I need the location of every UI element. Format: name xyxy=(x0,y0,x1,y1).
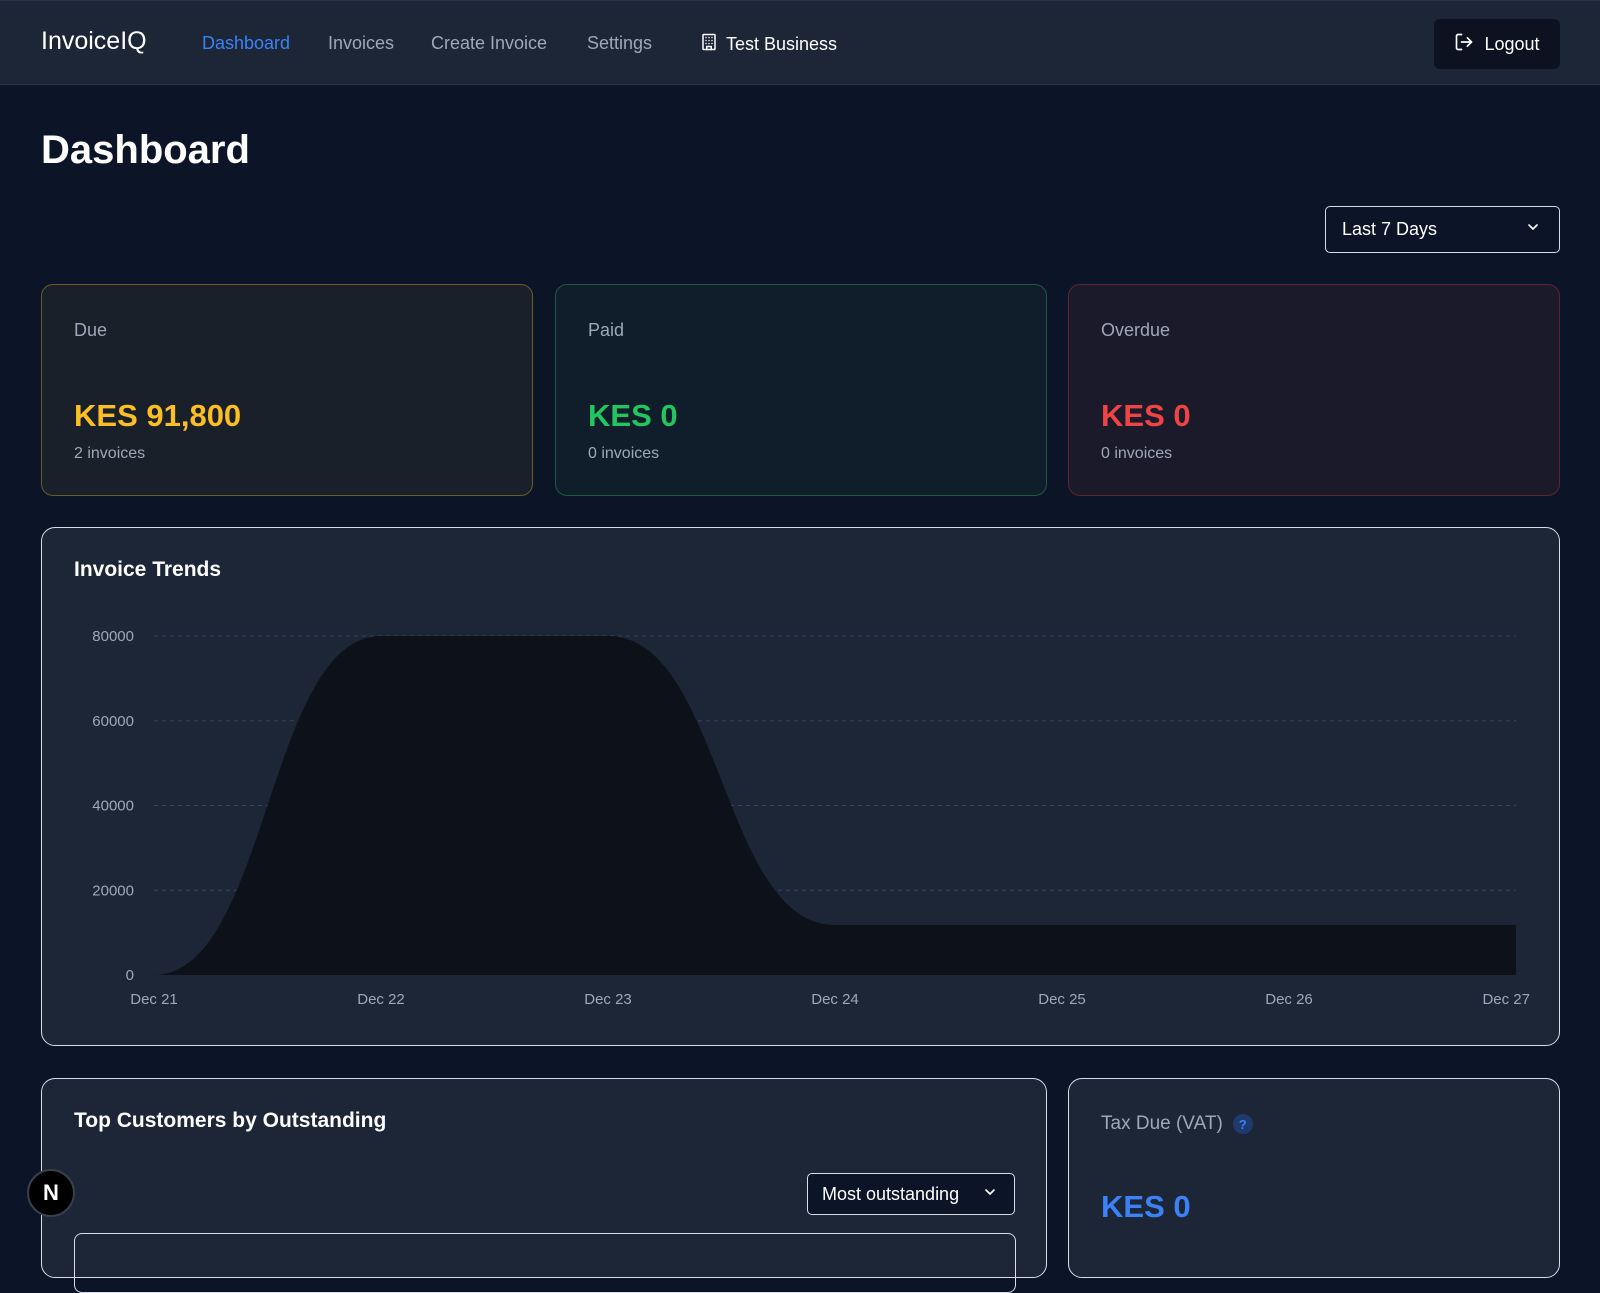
paid-count: 0 invoices xyxy=(588,445,660,462)
y-tick-label: 60000 xyxy=(92,713,134,730)
business-name: Test Business xyxy=(726,34,838,54)
chart-title: Invoice Trends xyxy=(74,558,222,581)
due-label: Due xyxy=(74,320,108,340)
x-tick-label: Dec 24 xyxy=(811,991,859,1008)
help-icon[interactable]: ? xyxy=(1232,1114,1253,1134)
tax-amount: KES 0 xyxy=(1101,1189,1191,1224)
x-tick-label: Dec 23 xyxy=(584,991,632,1008)
overdue-label: Overdue xyxy=(1101,320,1171,340)
paid-label: Paid xyxy=(588,320,625,340)
nav-link-dashboard[interactable]: Dashboard xyxy=(202,33,291,53)
y-tick-label: 80000 xyxy=(92,628,134,645)
x-tick-label: Dec 26 xyxy=(1265,991,1313,1008)
overdue-count: 0 invoices xyxy=(1101,445,1173,462)
y-tick-label: 40000 xyxy=(92,798,134,815)
chevron-down-icon xyxy=(982,1184,998,1205)
invoice-trends-chart: 0 20000 40000 60000 80000 Dec 21 Dec 22 Dec 23 D… xyxy=(92,628,1530,1008)
y-tick-label: 20000 xyxy=(92,882,134,899)
logout-icon xyxy=(1454,32,1474,57)
page-title: Dashboard xyxy=(41,128,250,172)
sort-value: Most outstanding xyxy=(822,1183,960,1204)
overdue-stat-card[interactable]: Overdue KES 0 0 invoices xyxy=(1068,284,1560,496)
nextjs-dev-badge[interactable]: N xyxy=(27,1169,75,1217)
x-tick-label: Dec 25 xyxy=(1038,991,1086,1008)
tax-label-row: Tax Due (VAT) ? xyxy=(1101,1113,1253,1135)
brand-logo[interactable]: InvoiceIQ xyxy=(41,27,147,55)
overdue-amount: KES 0 xyxy=(1101,398,1191,433)
customers-table xyxy=(74,1233,1016,1293)
building-icon xyxy=(700,33,718,56)
paid-amount: KES 0 xyxy=(588,398,678,433)
series-area[interactable] xyxy=(154,636,1516,975)
x-tick-label: Dec 22 xyxy=(357,991,405,1008)
x-tick-label: Dec 21 xyxy=(130,991,178,1008)
nav-link-settings[interactable]: Settings xyxy=(587,33,653,53)
y-tick-label: 0 xyxy=(126,967,134,984)
invoice-trends-card: Invoice Trends 0 20000 40000 60000 80000 Dec … xyxy=(41,527,1560,1046)
top-customers-card: Top Customers by Outstanding Most outsta… xyxy=(41,1078,1047,1293)
top-navbar: InvoiceIQ Dashboard Invoices Create Invo… xyxy=(0,0,1600,85)
due-stat-card[interactable]: Due KES 91,800 2 invoices xyxy=(41,284,533,496)
customers-title: Top Customers by Outstanding xyxy=(74,1109,387,1132)
customer-sort-select[interactable]: Most outstanding xyxy=(807,1173,1015,1215)
nav-link-invoices[interactable]: Invoices xyxy=(328,33,395,53)
logout-label: Logout xyxy=(1484,33,1540,54)
paid-stat-card[interactable]: Paid KES 0 0 invoices xyxy=(555,284,1047,496)
business-indicator: Test Business xyxy=(700,33,837,56)
date-range-select[interactable]: Last 7 Days xyxy=(1325,206,1560,253)
due-amount: KES 91,800 xyxy=(74,398,242,433)
due-count: 2 invoices xyxy=(74,445,146,462)
x-tick-label: Dec 27 xyxy=(1482,991,1530,1008)
tax-due-card: Tax Due (VAT) ? KES 0 xyxy=(1068,1078,1560,1278)
nav-link-create-invoice[interactable]: Create Invoice xyxy=(431,33,548,53)
chevron-down-icon xyxy=(1525,219,1541,240)
tax-label: Tax Due (VAT) xyxy=(1101,1113,1223,1134)
date-range-value: Last 7 Days xyxy=(1342,219,1438,239)
logout-button[interactable]: Logout xyxy=(1434,19,1560,69)
